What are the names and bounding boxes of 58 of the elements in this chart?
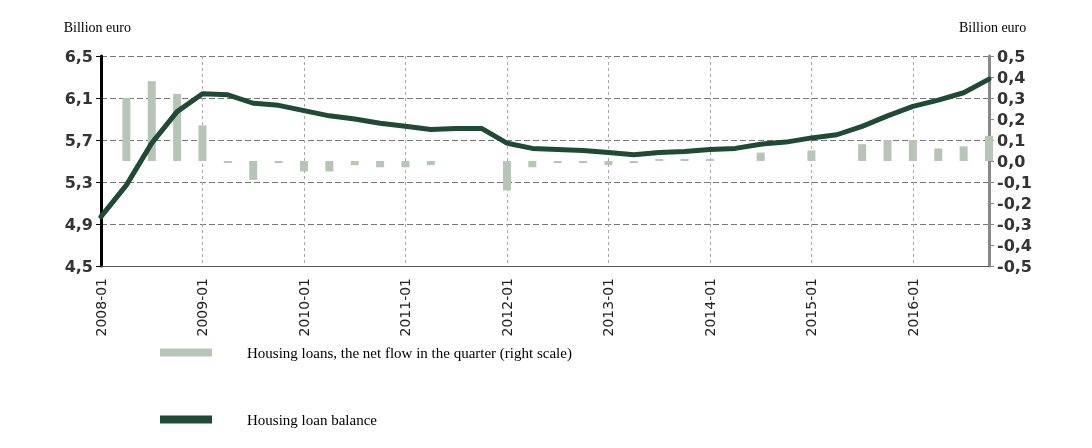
x-tick-label: 2011-01	[397, 278, 414, 337]
bar	[325, 161, 334, 172]
y2-tick-label: -0,4	[997, 235, 1032, 255]
bar	[553, 161, 562, 164]
bar	[426, 161, 435, 166]
bar	[502, 161, 511, 191]
y2-tick-label: 0,4	[997, 67, 1026, 87]
x-tick-label: 2010-01	[295, 278, 312, 337]
bar	[908, 140, 917, 161]
y2-tick-label: 0,5	[997, 46, 1026, 66]
y2-tick-label: -0,5	[997, 256, 1032, 276]
legend-label: Housing loans, the net flow in the quarter (right scale)	[247, 344, 572, 362]
y2-tick-label: -0,2	[997, 193, 1032, 213]
y2-tick-label: -0,3	[997, 214, 1032, 234]
x-tick-label: 2016-01	[904, 278, 921, 337]
bar	[604, 161, 613, 166]
y2-tick-label: 0,3	[997, 88, 1026, 108]
y2-tick-label: 0,1	[997, 130, 1026, 150]
bar	[705, 158, 714, 161]
x-tick-label: 2013-01	[600, 278, 617, 337]
x-tick-label: 2008-01	[93, 278, 109, 337]
bar	[223, 161, 232, 164]
y2-tick-label: 0,0	[997, 151, 1026, 171]
legend-label: Housing loan balance	[247, 411, 378, 428]
y-axis-title: Billion euro	[63, 19, 131, 35]
bar	[198, 125, 207, 161]
x-tick-label: 2012-01	[498, 278, 515, 337]
x-tick-label: 2015-01	[803, 278, 820, 337]
y2-tick-label: 0,2	[997, 109, 1026, 129]
y-tick-label: 4,5	[64, 256, 93, 276]
bar	[756, 152, 765, 161]
y-tick-label: 6,5	[64, 46, 93, 66]
bar	[350, 161, 359, 166]
x-tick-label: 2009-01	[194, 278, 211, 337]
y-tick-label: 4,9	[64, 214, 93, 234]
bar	[579, 161, 588, 164]
y-tick-label: 5,3	[64, 172, 93, 192]
y-tick-label: 6,1	[64, 88, 93, 108]
bar	[299, 161, 308, 172]
bar	[655, 158, 664, 161]
bar	[629, 161, 638, 164]
y2-axis-title: Billion euro	[959, 19, 1027, 35]
y2-tick-label: -0,1	[997, 172, 1032, 192]
bar	[680, 158, 689, 161]
bar	[376, 161, 385, 168]
x-tick-label: 2014-01	[701, 278, 718, 337]
bar	[274, 161, 283, 164]
bar	[122, 98, 131, 161]
bar	[401, 161, 410, 168]
bar	[934, 148, 943, 161]
bar	[528, 161, 537, 168]
y-tick-label: 5,7	[64, 130, 93, 150]
bar	[985, 135, 993, 161]
bar	[883, 140, 892, 161]
bar	[858, 144, 867, 161]
bar	[959, 146, 968, 161]
bar	[807, 150, 816, 161]
bar	[249, 161, 258, 180]
